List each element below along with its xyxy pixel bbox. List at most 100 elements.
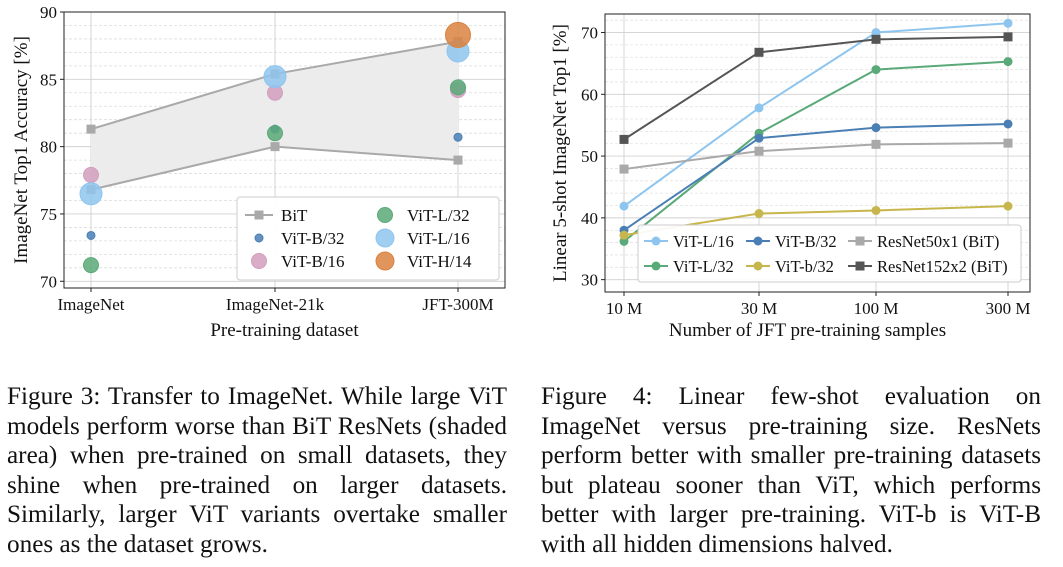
plot-frame — [63, 11, 506, 289]
x-axis-label: Pre-training dataset — [210, 320, 359, 341]
figure-3-chart: 70 75 80 85 90 ImageNet ImageNet-21k JFT-300M Pr… — [11, 3, 506, 341]
legend-item-vit-l-16: ViT-L/16 — [644, 232, 734, 251]
legend-label: ResNet152x2 (BiT) — [877, 257, 1008, 276]
data-point — [619, 230, 629, 240]
series-line — [623, 60, 1009, 243]
data-point — [871, 205, 881, 215]
data-point — [1003, 138, 1013, 148]
y-tick-label: 85 — [40, 70, 57, 89]
legend-marker — [753, 236, 763, 246]
x-tick-label-30-m: 30 M — [741, 299, 777, 318]
legend-marker — [375, 251, 395, 271]
series-line — [623, 142, 1009, 171]
point-vit-l-32 — [83, 257, 99, 274]
legend-label: ViT-L/16 — [407, 229, 470, 248]
bit-point — [86, 124, 96, 134]
x-tick-label-jft-300m: JFT-300M — [422, 295, 493, 314]
y-tick-label: 30 — [581, 271, 598, 290]
legend-marker — [254, 210, 264, 220]
legend-item-bit: BiT — [245, 206, 308, 225]
point-vit-l-16 — [263, 65, 287, 89]
y-axis-label: Linear 5-shot ImageNet Top1 [%] — [550, 24, 571, 282]
legend-label: ViT-L/32 — [407, 206, 470, 225]
legend-item-vit-b-16: ViT-B/16 — [251, 252, 345, 271]
y-tick-label: 70 — [40, 272, 57, 291]
legend-item-resnet152x2-bit: ResNet152x2 (BiT) — [848, 257, 1008, 276]
legend-item-vit-l-32: ViT-L/32 — [644, 257, 734, 276]
x-tick-label-300-m: 300 M — [986, 299, 1031, 318]
data-point — [754, 146, 764, 156]
legend-marker — [855, 261, 865, 271]
figure-4-caption: Figure 4: Linear few-shot evaluation on … — [541, 383, 1041, 558]
legend-label: ViT-B/32 — [775, 232, 837, 251]
series-resnet50x1-bit — [619, 138, 1013, 174]
data-point — [1003, 57, 1013, 67]
y-tick-label: 70 — [581, 24, 598, 43]
data-point — [619, 134, 629, 144]
series-line — [623, 35, 1009, 141]
legend-box — [236, 196, 500, 281]
legend-label: ViT-B/32 — [281, 229, 345, 248]
bit-point — [270, 142, 280, 152]
series-line — [623, 205, 1009, 237]
data-point — [754, 47, 764, 57]
series-line — [623, 22, 1009, 207]
x-tick-label-100-m: 100 M — [854, 299, 899, 318]
legend-label: ViT-B/16 — [281, 252, 345, 271]
legend-item-vit-b-32: ViT-B/32 — [254, 229, 345, 248]
legend-label: ViT-H/14 — [407, 252, 472, 271]
legend-item-resnet50x1-bit: ResNet50x1 (BiT) — [848, 232, 999, 251]
legend-marker — [651, 236, 661, 246]
data-point — [619, 236, 629, 246]
data-point — [871, 139, 881, 149]
data-point — [871, 34, 881, 44]
legend-label: ViT-b/32 — [775, 257, 834, 276]
plot-frame — [604, 13, 1031, 293]
legend-marker — [377, 207, 393, 223]
y-tick-label: 90 — [40, 3, 57, 22]
legend-box — [637, 224, 1022, 283]
legend-marker — [251, 253, 267, 269]
point-vit-b-32 — [453, 132, 463, 142]
y-tick-label: 75 — [40, 205, 57, 224]
legend-marker — [375, 228, 395, 248]
y-tick-label: 40 — [581, 209, 598, 228]
data-point — [754, 103, 764, 113]
bit-point — [453, 155, 463, 165]
data-point — [1003, 201, 1013, 211]
legend-item-vit-l-16: ViT-L/16 — [375, 228, 470, 248]
legend-label: ViT-L/32 — [673, 257, 734, 276]
data-point — [1003, 32, 1013, 42]
legend-item-vit-b-32: ViT-b/32 — [746, 257, 834, 276]
legend-marker — [651, 261, 661, 271]
point-vit-l-32 — [450, 79, 466, 96]
point-vit-h-14 — [445, 21, 471, 48]
data-point — [619, 164, 629, 174]
series-vit-b-32 — [619, 201, 1013, 240]
legend-label: ResNet50x1 (BiT) — [877, 232, 999, 251]
x-tick-label-10-m: 10 M — [606, 299, 642, 318]
legend-item-vit-b-32: ViT-B/32 — [746, 232, 837, 251]
series-vit-l-32 — [619, 57, 1013, 246]
data-point — [871, 28, 881, 38]
legend-label: BiT — [281, 206, 308, 225]
data-point — [754, 133, 764, 143]
figure-4-chart: 30 40 50 60 70 10 M 30 M 100 M 300 M Number of JF… — [550, 13, 1031, 341]
series-line — [623, 122, 1009, 232]
y-tick-label: 60 — [581, 85, 598, 104]
legend-item-vit-l-32: ViT-L/32 — [377, 206, 470, 225]
y-tick-label: 50 — [581, 147, 598, 166]
x-axis-label: Number of JFT pre-training samples — [669, 320, 946, 341]
point-vit-b-32 — [86, 230, 96, 240]
data-point — [1003, 18, 1013, 28]
x-tick-label-imagenet-21k: ImageNet-21k — [226, 295, 325, 314]
legend-marker — [855, 236, 865, 246]
point-vit-l-16 — [79, 182, 103, 206]
figure-3-caption: Figure 3: Transfer to ImageNet. While la… — [7, 383, 507, 558]
series-vit-l-16 — [619, 18, 1013, 211]
legend-label: ViT-L/16 — [673, 232, 734, 251]
data-point — [754, 209, 764, 219]
x-tick-label-imagenet: ImageNet — [57, 295, 124, 314]
legend-item-vit-h-14: ViT-H/14 — [375, 251, 472, 271]
point-vit-l-32 — [267, 125, 283, 142]
